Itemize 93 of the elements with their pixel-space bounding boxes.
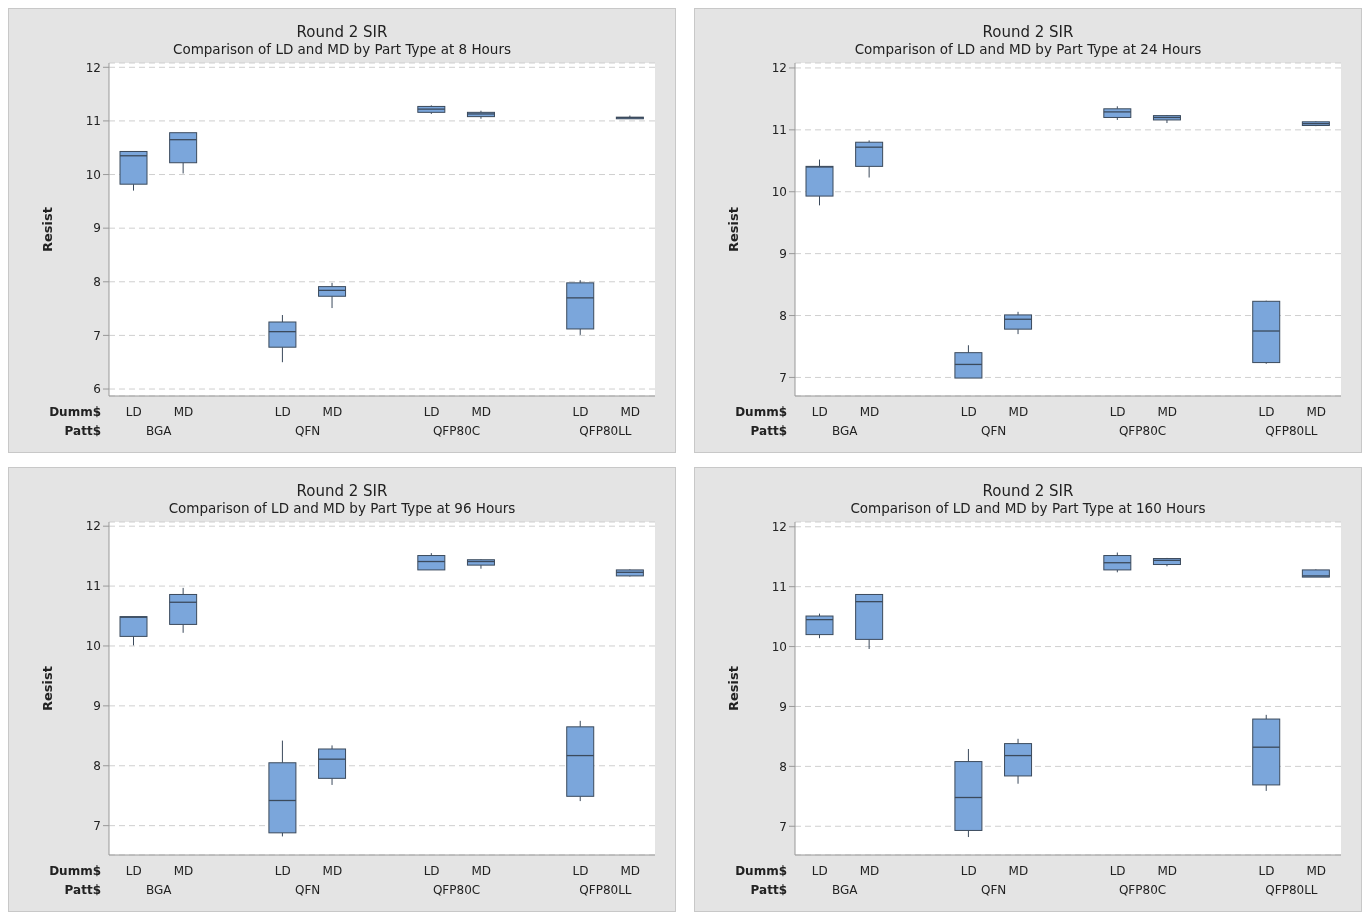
x-tick-label: MD	[1306, 864, 1326, 878]
text: Dumm$	[49, 405, 101, 419]
x-tick-label: LD	[125, 405, 142, 419]
chart-subtitle: Comparison of LD and MD by Part Type at 24 Hours	[853, 41, 1203, 57]
x-tick-label: MD	[471, 864, 492, 878]
x-tick-label: MD	[859, 405, 880, 419]
x-tick-label: LD	[423, 864, 440, 878]
y-tick-label: 7	[779, 370, 787, 385]
y-axis-title: Resist	[39, 666, 55, 711]
x-tick-label: LD	[1258, 405, 1275, 419]
y-tick-label: 12	[771, 61, 787, 76]
y-tick-label: 10	[85, 639, 101, 654]
y-tick-label: 12	[85, 519, 101, 534]
y-axis-title: Resist	[39, 207, 55, 252]
text: QFP80LL	[579, 883, 632, 897]
chart-subtitle: Comparison of LD and MD by Part Type at 8 Hours	[171, 41, 512, 57]
text: QFP80LL	[579, 424, 632, 438]
text: QFP80C	[432, 424, 481, 438]
y-tick-label: 10	[85, 167, 101, 182]
text: QFN	[980, 424, 1007, 438]
y-tick-label: 6	[93, 382, 101, 397]
x-tick-label: MD	[1157, 405, 1178, 419]
chart-title: Round 2 SIR	[981, 23, 1075, 41]
text: QFN	[294, 424, 321, 438]
text: QFP80C	[1118, 883, 1167, 897]
chart-subtitle: Comparison of LD and MD by Part Type at 96 Hours	[167, 500, 517, 516]
text: BGA	[831, 424, 859, 438]
y-tick-label: 11	[771, 579, 787, 594]
y-tick-label: 8	[93, 275, 101, 290]
chart-title: Round 2 SIR	[981, 482, 1075, 500]
x-tick-label: LD	[572, 405, 589, 419]
y-tick-label: 8	[93, 759, 101, 774]
y-tick-label: 8	[779, 308, 787, 323]
text: BGA	[831, 883, 859, 897]
y-tick-label: 9	[93, 699, 101, 714]
y-tick-label: 11	[85, 579, 101, 594]
x-tick-label: MD	[322, 405, 343, 419]
y-tick-label: 12	[771, 520, 787, 535]
y-tick-label: 9	[779, 246, 787, 261]
y-tick-label: 7	[93, 328, 101, 343]
y-tick-label: 9	[779, 699, 787, 714]
text: QFP80LL	[1265, 424, 1318, 438]
y-axis-title: Resist	[725, 666, 741, 711]
y-tick-label: 10	[771, 639, 787, 654]
x-tick-label: LD	[1109, 405, 1126, 419]
text: QFP80C	[1118, 424, 1167, 438]
text: Dumm$	[735, 864, 787, 878]
y-tick-label: 12	[85, 60, 101, 75]
x-tick-label: LD	[960, 864, 977, 878]
x-tick-label: MD	[322, 864, 343, 878]
text: Patt$	[64, 883, 101, 897]
x-tick-label: LD	[811, 864, 828, 878]
x-tick-label: MD	[1157, 864, 1178, 878]
y-tick-label: 8	[779, 759, 787, 774]
chart-subtitle: Comparison of LD and MD by Part Type at 160 Hours	[849, 500, 1207, 516]
y-axis-title: Resist	[725, 207, 741, 252]
text: QFP80LL	[1265, 883, 1318, 897]
x-tick-label: MD	[1008, 864, 1029, 878]
text: Dumm$	[49, 864, 101, 878]
y-tick-label: 11	[85, 114, 101, 129]
y-tick-label: 11	[771, 123, 787, 138]
text: QFN	[294, 883, 321, 897]
text: Patt$	[750, 883, 787, 897]
text: Dumm$	[735, 405, 787, 419]
x-tick-label: LD	[1258, 864, 1275, 878]
x-tick-label: LD	[274, 405, 291, 419]
x-tick-label: LD	[811, 405, 828, 419]
y-tick-label: 10	[771, 185, 787, 199]
x-tick-label: LD	[1109, 864, 1126, 878]
y-tick-label: 7	[93, 818, 101, 833]
chart-title: Round 2 SIR	[295, 482, 389, 500]
x-tick-label: MD	[173, 864, 194, 878]
y-tick-label: 7	[779, 819, 787, 834]
x-tick-label: MD	[1008, 405, 1029, 419]
x-tick-label: MD	[859, 864, 880, 878]
x-tick-label: MD	[620, 864, 640, 878]
y-tick-label: 9	[93, 221, 101, 236]
text: QFN	[980, 883, 1007, 897]
x-tick-label: LD	[274, 864, 291, 878]
x-tick-label: MD	[173, 405, 194, 419]
x-tick-label: MD	[1306, 405, 1326, 419]
chart-title: Round 2 SIR	[295, 23, 389, 41]
x-tick-label: LD	[423, 405, 440, 419]
x-tick-label: LD	[572, 864, 589, 878]
text: QFP80C	[432, 883, 481, 897]
text: Patt$	[750, 424, 787, 438]
x-tick-label: LD	[960, 405, 977, 419]
x-tick-label: LD	[125, 864, 142, 878]
x-tick-label: MD	[620, 405, 640, 419]
text: BGA	[145, 883, 173, 897]
x-tick-label: MD	[471, 405, 492, 419]
text: BGA	[145, 424, 173, 438]
text: Patt$	[64, 424, 101, 438]
